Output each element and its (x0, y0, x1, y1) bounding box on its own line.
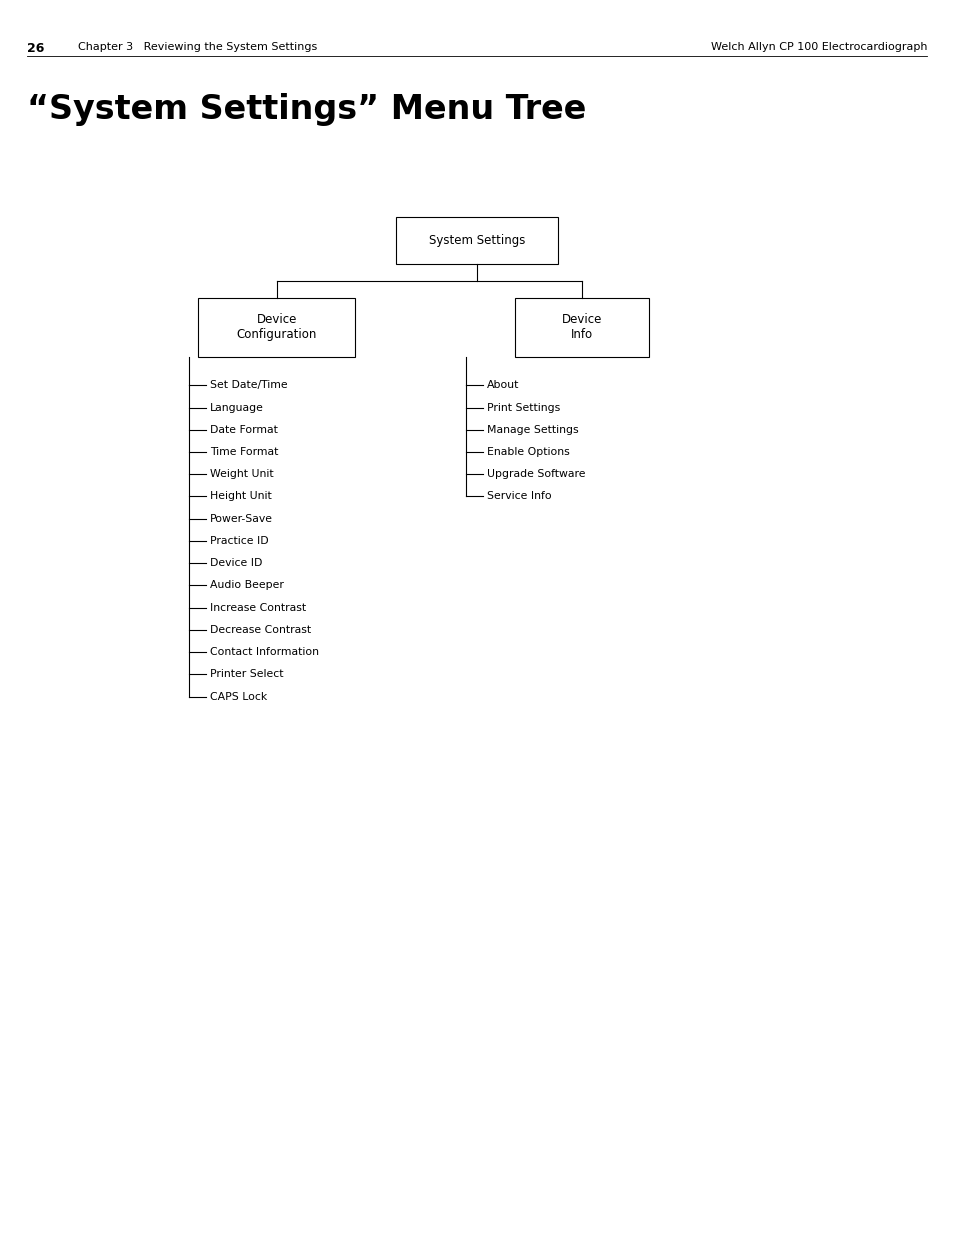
Text: Manage Settings: Manage Settings (486, 425, 578, 435)
Text: Contact Information: Contact Information (210, 647, 318, 657)
Text: “System Settings” Menu Tree: “System Settings” Menu Tree (27, 93, 585, 126)
Text: Enable Options: Enable Options (486, 447, 569, 457)
Text: CAPS Lock: CAPS Lock (210, 692, 267, 701)
Text: Welch Allyn CP 100 Electrocardiograph: Welch Allyn CP 100 Electrocardiograph (710, 42, 926, 52)
Text: Device
Info: Device Info (561, 314, 601, 341)
Text: Set Date/Time: Set Date/Time (210, 380, 287, 390)
Text: Device ID: Device ID (210, 558, 262, 568)
Text: Weight Unit: Weight Unit (210, 469, 274, 479)
Text: Date Format: Date Format (210, 425, 277, 435)
Text: Decrease Contrast: Decrease Contrast (210, 625, 311, 635)
Text: Increase Contrast: Increase Contrast (210, 603, 306, 613)
Text: Service Info: Service Info (486, 492, 551, 501)
Text: Printer Select: Printer Select (210, 669, 283, 679)
Text: Language: Language (210, 403, 263, 412)
Text: Print Settings: Print Settings (486, 403, 559, 412)
FancyBboxPatch shape (197, 298, 355, 357)
FancyBboxPatch shape (515, 298, 648, 357)
Text: Device
Configuration: Device Configuration (236, 314, 316, 341)
Text: Audio Beeper: Audio Beeper (210, 580, 283, 590)
Text: 26: 26 (27, 42, 44, 56)
Text: Height Unit: Height Unit (210, 492, 272, 501)
Text: Practice ID: Practice ID (210, 536, 268, 546)
Text: Power-Save: Power-Save (210, 514, 273, 524)
Text: Time Format: Time Format (210, 447, 278, 457)
Text: Chapter 3   Reviewing the System Settings: Chapter 3 Reviewing the System Settings (78, 42, 317, 52)
Text: System Settings: System Settings (428, 235, 525, 247)
FancyBboxPatch shape (395, 217, 558, 264)
Text: About: About (486, 380, 518, 390)
Text: Upgrade Software: Upgrade Software (486, 469, 584, 479)
